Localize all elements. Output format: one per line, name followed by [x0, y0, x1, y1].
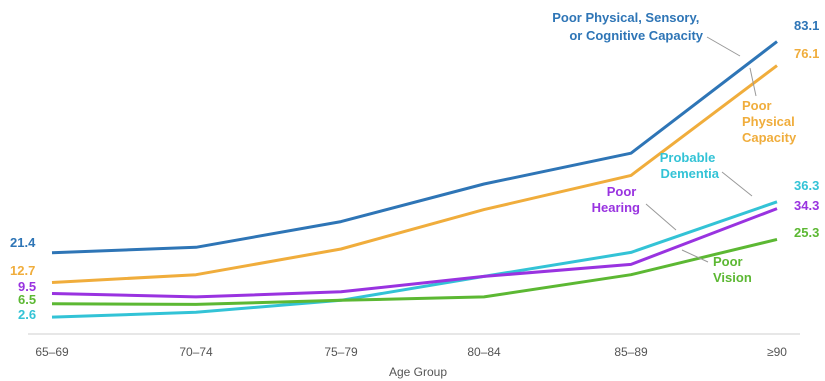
series-label-probable-dementia: Probable Dementia: [660, 150, 720, 181]
leader-line: [721, 171, 753, 197]
x-tick-label: 65–69: [35, 345, 69, 359]
leader-line: [645, 203, 677, 231]
x-tick-labels: 65–69 70–74 75–79 80–84 85–89 ≥90: [35, 345, 787, 359]
series-line-poor-vision: [51, 237, 778, 306]
leader-line: [681, 249, 709, 263]
series-line-poor-physical-capacity: [51, 64, 778, 284]
end-value-label: 36.3: [794, 178, 819, 193]
start-value-label: 12.7: [10, 263, 35, 278]
end-value-label: 25.3: [794, 225, 819, 240]
start-value-label: 9.5: [18, 279, 36, 294]
series-line-poor-hearing: [51, 207, 778, 299]
start-value-labels: 21.4 12.7 9.5 6.5 2.6: [10, 235, 36, 322]
x-tick-label: 70–74: [179, 345, 213, 359]
series-lines: [51, 40, 778, 319]
end-value-label: 76.1: [794, 46, 819, 61]
series-line-poor-physical-sensory-cognitive: [51, 40, 778, 255]
leader-line: [749, 67, 757, 97]
start-value-label: 2.6: [18, 307, 36, 322]
end-value-label: 34.3: [794, 198, 819, 213]
x-tick-label: 80–84: [467, 345, 501, 359]
x-tick-label: ≥90: [767, 345, 787, 359]
start-value-label: 6.5: [18, 292, 36, 307]
x-tick-label: 85–89: [614, 345, 648, 359]
series-label-poor-physical-capacity: Poor Physical Capacity: [742, 98, 798, 145]
leader-line: [706, 36, 741, 57]
start-value-label: 21.4: [10, 235, 36, 250]
series-label-poor-vision: Poor Vision: [713, 254, 752, 285]
series-label-poor-hearing: Poor Hearing: [592, 184, 640, 215]
end-value-label: 83.1: [794, 18, 819, 33]
x-tick-label: 75–79: [324, 345, 358, 359]
end-value-labels: 83.1 76.1 36.3 34.3 25.3: [794, 18, 819, 240]
series-label-poor-physical-sensory-cognitive: Poor Physical, Sensory, or Cognitive Cap…: [552, 10, 704, 43]
series-line-probable-dementia: [51, 200, 778, 319]
series-name-labels: Poor Physical, Sensory, or Cognitive Cap…: [552, 10, 798, 285]
x-axis-title: Age Group: [389, 365, 447, 379]
